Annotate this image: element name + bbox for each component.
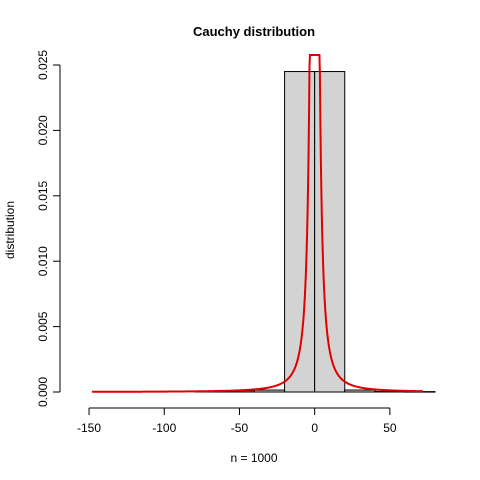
x-tick-label: 50 <box>383 421 397 435</box>
y-tick-label: 0.005 <box>36 311 50 341</box>
x-tick-label: -100 <box>152 421 176 435</box>
x-tick-label: -50 <box>231 421 249 435</box>
y-tick-label: 0.000 <box>36 377 50 407</box>
histogram-bar <box>254 389 286 393</box>
histogram-bar <box>314 71 346 393</box>
y-axis-label: distribution <box>3 201 17 259</box>
x-tick-label: 0 <box>311 421 318 435</box>
y-tick-label: 0.015 <box>36 180 50 210</box>
x-axis-label: n = 1000 <box>230 451 277 465</box>
histogram-bars <box>193 71 436 393</box>
histogram-bar <box>344 389 376 393</box>
y-axis: 0.000 0.005 0.010 0.015 0.020 0.025 <box>36 50 61 407</box>
chart-title: Cauchy distribution <box>193 24 315 39</box>
x-tick-label: -150 <box>77 421 101 435</box>
density-curve <box>92 54 423 393</box>
y-tick-label: 0.020 <box>36 115 50 145</box>
y-tick-label: 0.010 <box>36 246 50 276</box>
x-axis: -150 -100 -50 0 50 <box>77 407 397 435</box>
histogram-bar <box>284 71 316 393</box>
y-tick-label: 0.025 <box>36 50 50 80</box>
